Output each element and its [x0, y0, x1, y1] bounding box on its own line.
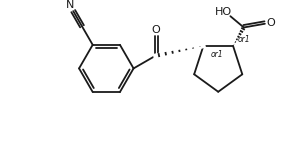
- Text: O: O: [151, 25, 160, 35]
- Text: or1: or1: [211, 50, 224, 59]
- Text: HO: HO: [215, 7, 232, 17]
- Text: O: O: [266, 18, 275, 28]
- Text: or1: or1: [238, 35, 251, 44]
- Text: N: N: [66, 0, 74, 10]
